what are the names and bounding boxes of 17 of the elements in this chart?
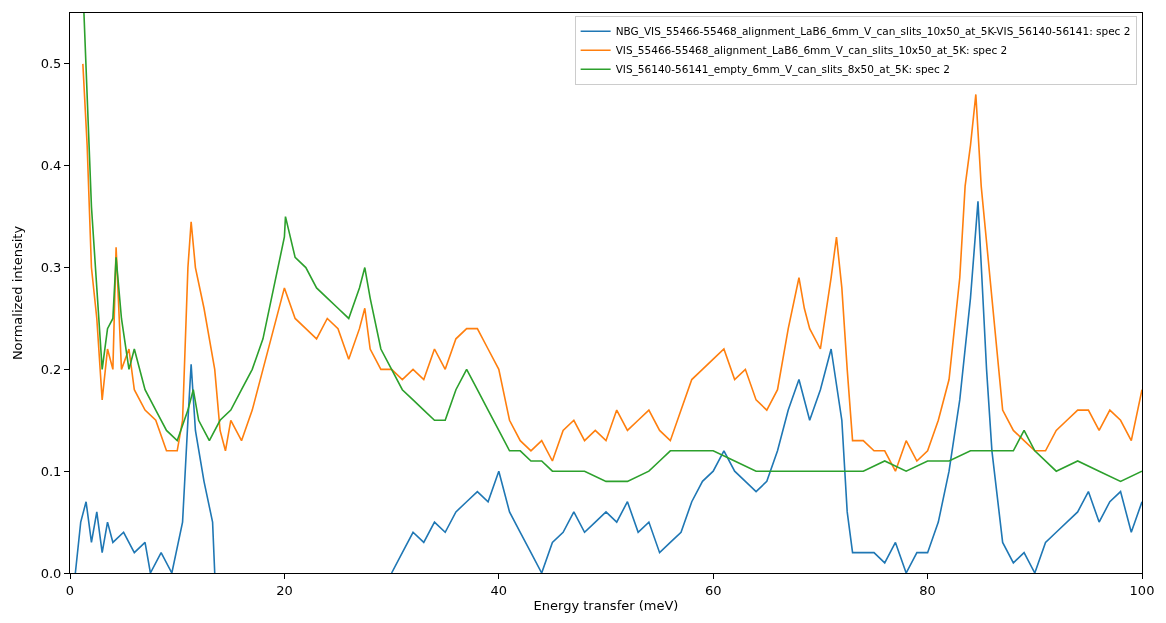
legend-label: VIS_56140-56141_empty_6mm_V_can_slits_8x50_at_5K: spec 2 (615, 63, 950, 77)
y-axis-title: Normalized intensity (9, 225, 25, 361)
x-tick-label: 60 (704, 582, 722, 598)
y-tick-label: 0.5 (40, 56, 62, 72)
x-axis-title: Energy transfer (meV) (533, 598, 679, 614)
y-tick-label: 0.0 (40, 565, 62, 581)
legend-label: NBG_VIS_55466-55468_alignment_LaB6_6mm_V_can_slits_10x50_at_5K-VIS_56140-56141: spec 2 (615, 25, 1131, 39)
x-tick-label: 100 (1129, 582, 1155, 598)
y-tick-label: 0.1 (40, 463, 62, 479)
x-tick-label: 0 (65, 582, 75, 598)
y-tick-label: 0.3 (40, 260, 62, 276)
x-tick-label: 40 (490, 582, 508, 598)
x-tick-label: 80 (919, 582, 936, 598)
y-tick-label: 0.2 (40, 361, 62, 377)
y-tick-label: 0.4 (40, 158, 62, 174)
x-tick-label: 20 (276, 582, 293, 598)
legend-label: VIS_55466-55468_alignment_LaB6_6mm_V_can_slits_10x50_at_5K: spec 2 (615, 44, 1008, 58)
